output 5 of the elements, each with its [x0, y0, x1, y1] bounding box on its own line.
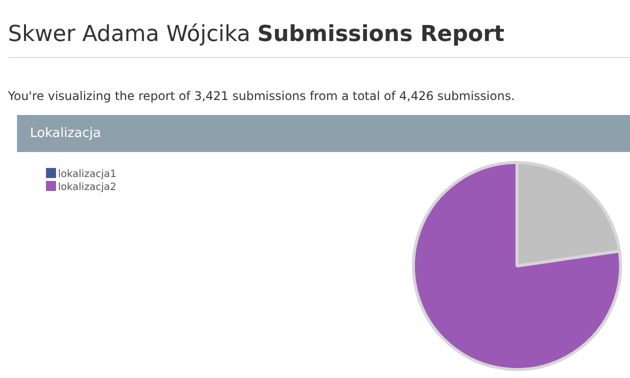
chart-title: Lokalizacja [17, 115, 630, 152]
text: Skwer Adama Wójcika Submissions Report [8, 22, 504, 47]
legend-label: lokalizacja2 [58, 182, 116, 193]
text: You're visualizing the report of 3,421 submissions from a total of 4,426 submissions. [8, 89, 515, 103]
legend-label: lokalizacja1 [58, 169, 116, 180]
